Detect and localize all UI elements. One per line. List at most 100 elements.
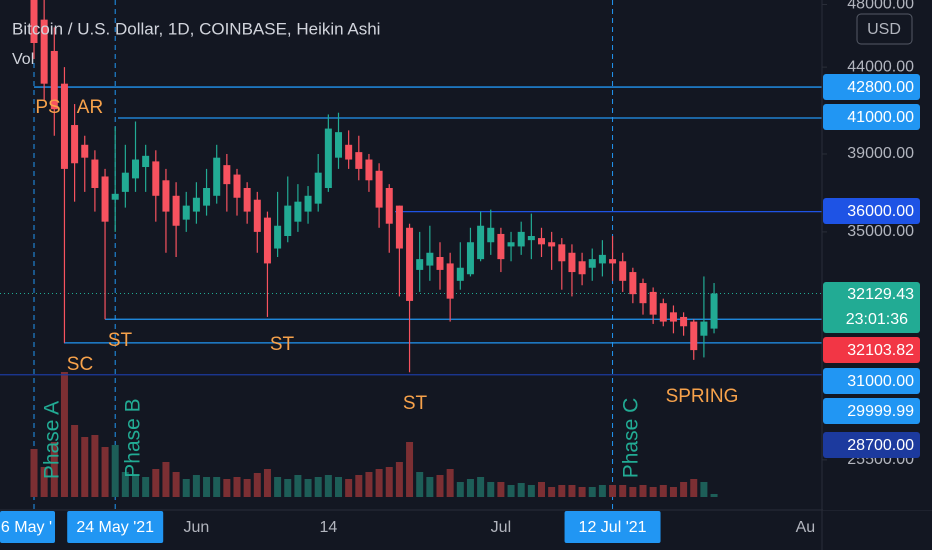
currency-box[interactable] [856,13,913,45]
candle-body [132,159,139,179]
volume-bar [172,472,180,497]
annotation: SC [67,354,93,375]
volume-label: Vol [12,51,34,68]
candle-body [365,159,373,181]
candle-body [223,165,231,185]
volume-bar [477,477,485,497]
volume-bar [517,483,525,497]
chart-title: Bitcoin / U.S. Dollar, 1D, COINBASE, Hei… [12,19,380,38]
candle-body [609,259,617,264]
volume-bar [680,482,688,497]
candle-body [538,238,545,245]
volume-bar [223,479,231,497]
x-tick-label: Au [796,519,816,536]
volume-bar [619,485,627,497]
volume-bar [345,479,353,497]
volume-bar [335,477,342,497]
x-tick-highlight [67,511,164,543]
candle-body [345,144,353,160]
volume-bar [304,479,312,497]
candle-body [558,244,566,262]
candle-body [60,83,68,169]
x-tick-label: 14 [319,519,337,536]
candle-body [91,159,99,188]
candle-body [517,231,525,247]
volume-bar [294,475,302,497]
volume-bar [690,479,698,497]
volume-bar [233,477,241,497]
candle-body [578,261,586,275]
annotation: ST [270,334,295,355]
volume-bar [91,435,99,497]
candle-body [649,291,657,315]
volume-bar [213,477,221,497]
annotation: ST [403,393,428,414]
volume-bar [446,469,454,497]
annotation: PS [35,97,60,118]
phase-label: Phase A [41,401,64,479]
annotation: AR [77,97,103,118]
volume-bar [527,485,535,497]
candle-body [669,312,677,322]
level-price-label: 29999.99 [847,403,914,420]
candle-body [385,187,393,224]
candle-body [335,132,342,158]
candle-body [487,227,495,243]
volume-bar [406,442,414,497]
volume-bar [497,482,505,497]
candle-body [355,152,363,169]
candle-body [314,172,322,204]
y-tick-label: 44000.00 [847,58,914,75]
volume-bar [81,437,89,497]
phase-label: Phase C [620,398,643,479]
candle-body [263,217,271,264]
candle-body [375,170,383,208]
candle-body [111,193,119,200]
volume-bar [538,482,545,497]
volume-bar [253,473,261,497]
candle-body [304,195,312,212]
candle-body [284,205,292,237]
volume-bar [700,482,708,497]
volume-bar [284,479,292,497]
volume-bar [578,487,586,497]
volume-bar [395,462,403,497]
annotation: ST [108,330,133,351]
candle-body [710,293,718,329]
x-tick-label: Jul [491,519,511,536]
candle-body [598,254,606,264]
y-tick-label: 35000.00 [847,223,914,240]
candle-body [548,242,556,247]
volume-bar [436,475,444,497]
volume-bar [203,477,211,497]
volume-bar [558,485,566,497]
candle-body [680,316,688,327]
candle-body [50,50,58,110]
volume-bar [111,445,119,497]
volume-bar [60,372,68,497]
level-price-box [823,198,920,224]
candle-body [466,242,474,275]
currency[interactable]: USD [867,21,901,38]
candle-body [294,201,302,222]
candle-body [456,267,464,281]
volume-bar [609,485,617,497]
volume-bar [101,447,109,497]
candle-body [121,172,129,192]
volume-bar [243,479,251,497]
phase-label: Phase B [122,398,145,477]
y-tick-label: 39000.00 [847,145,914,162]
candle-body [152,161,160,196]
candle-body [71,125,79,164]
volume-bar [314,477,322,497]
candle-body [416,259,424,270]
candle-body [182,205,190,220]
candle-body [639,283,647,304]
volume-bar [588,487,596,497]
candle-body [446,263,454,299]
last-price-box [823,282,920,333]
volume-bar [263,469,271,497]
x-tick-label: 12 Jul '21 [579,519,647,536]
